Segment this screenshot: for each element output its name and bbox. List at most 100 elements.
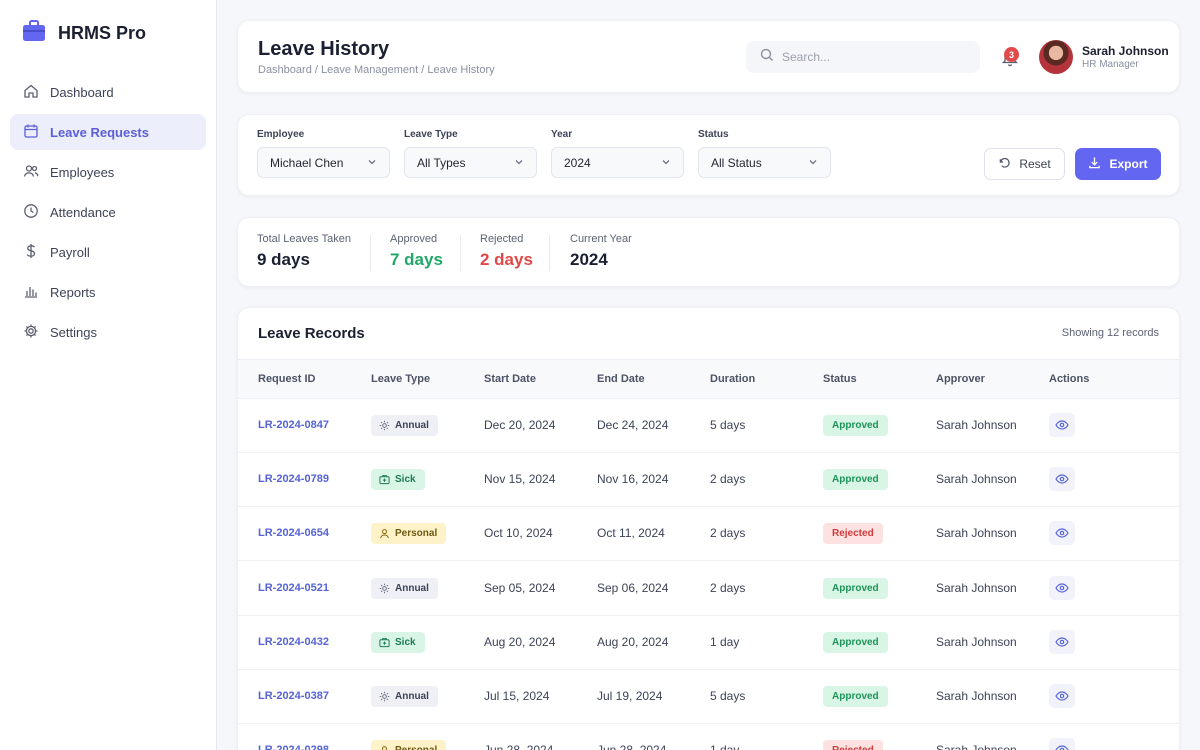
year-select[interactable]: 2024 bbox=[551, 147, 684, 178]
search-bar[interactable] bbox=[746, 41, 980, 73]
view-button[interactable] bbox=[1049, 575, 1075, 600]
view-button[interactable] bbox=[1049, 413, 1075, 437]
column-header[interactable]: Request ID bbox=[258, 373, 316, 385]
filter-bar: Employee Michael Chen Leave Type All Typ… bbox=[237, 114, 1180, 196]
request-id-link[interactable]: LR-2024-0789 bbox=[258, 473, 329, 486]
user-icon bbox=[379, 745, 390, 750]
column-header[interactable]: Leave Type bbox=[371, 373, 431, 385]
approver: Sarah Johnson bbox=[936, 472, 1017, 487]
view-button[interactable] bbox=[1049, 629, 1075, 654]
column-header[interactable]: Status bbox=[823, 373, 857, 385]
briefcase-icon bbox=[22, 20, 46, 47]
stat-rejected: Rejected 2 days bbox=[480, 233, 533, 270]
table-row: LR-2024-0847 Annual Dec 20, 2024 Dec 24, 20… bbox=[238, 399, 1179, 453]
status-select[interactable]: All Status bbox=[698, 147, 831, 178]
leave-type-badge: Annual bbox=[371, 577, 438, 599]
stat-value: 7 days bbox=[390, 250, 443, 269]
section-title: Leave Records bbox=[258, 325, 365, 342]
column-header[interactable]: Start Date bbox=[484, 373, 536, 385]
approver: Sarah Johnson bbox=[936, 743, 1017, 750]
duration: 1 day bbox=[710, 634, 740, 649]
end-date: Dec 24, 2024 bbox=[597, 418, 669, 432]
request-id-link[interactable]: LR-2024-0847 bbox=[258, 419, 329, 431]
table-header: Request ID Leave Type Start Date End Dat… bbox=[238, 359, 1179, 399]
request-id-link[interactable]: LR-2024-0521 bbox=[258, 581, 329, 594]
end-date: Oct 11, 2024 bbox=[597, 526, 665, 541]
breadcrumb[interactable]: Dashboard / Leave Management / Leave His… bbox=[258, 64, 495, 76]
approver: Sarah Johnson bbox=[936, 689, 1017, 703]
sidebar-item-employees[interactable]: Employees bbox=[10, 154, 206, 190]
search-input[interactable] bbox=[782, 50, 962, 64]
status-badge: Approved bbox=[823, 469, 888, 491]
year-filter: Year 2024 bbox=[551, 129, 684, 178]
sidebar-item-label: Leave Requests bbox=[50, 124, 149, 140]
request-id-link[interactable]: LR-2024-0298 bbox=[258, 744, 329, 750]
stat-value: 2 days bbox=[480, 250, 533, 269]
sidebar-item-settings[interactable]: Settings bbox=[10, 314, 206, 350]
sidebar-item-label: Reports bbox=[50, 284, 96, 300]
sidebar-item-leave-requests[interactable]: Leave Requests bbox=[10, 114, 206, 150]
sidebar-item-label: Settings bbox=[50, 324, 97, 340]
select-value: All Status bbox=[711, 155, 762, 170]
table-row: LR-2024-0298 Personal Jun 28, 2024 Jun 28, … bbox=[238, 724, 1179, 750]
status-badge: Rejected bbox=[823, 740, 883, 750]
sun-icon bbox=[379, 420, 390, 431]
chevron-down-icon bbox=[514, 156, 524, 170]
leave-type-badge: Sick bbox=[371, 631, 425, 653]
search-icon bbox=[760, 48, 774, 67]
view-button[interactable] bbox=[1049, 467, 1075, 492]
column-header[interactable]: End Date bbox=[597, 373, 645, 385]
status-filter: Status All Status bbox=[698, 129, 831, 178]
sidebar-nav: Dashboard Leave Requests Employees Atten… bbox=[10, 74, 206, 354]
request-id-link[interactable]: LR-2024-0654 bbox=[258, 527, 329, 540]
column-header[interactable]: Approver bbox=[936, 373, 985, 385]
sidebar-item-payroll[interactable]: Payroll bbox=[10, 234, 206, 270]
sidebar-item-dashboard[interactable]: Dashboard bbox=[10, 74, 206, 110]
leave-type-badge: Personal bbox=[371, 523, 447, 545]
eye-icon bbox=[1055, 689, 1069, 703]
eye-icon bbox=[1055, 472, 1069, 486]
request-id-link[interactable]: LR-2024-0432 bbox=[258, 635, 329, 648]
select-value: All Types bbox=[417, 155, 466, 170]
end-date: Jun 28, 2024 bbox=[597, 743, 666, 750]
status-badge: Approved bbox=[823, 415, 888, 436]
clock-icon bbox=[23, 203, 39, 222]
chevron-down-icon bbox=[367, 156, 377, 170]
view-button[interactable] bbox=[1049, 521, 1075, 546]
approver: Sarah Johnson bbox=[936, 634, 1017, 649]
calendar-icon bbox=[23, 123, 39, 142]
user-icon bbox=[379, 528, 390, 539]
avatar[interactable] bbox=[1039, 40, 1073, 74]
select-value: Michael Chen bbox=[270, 155, 344, 170]
home-icon bbox=[23, 83, 39, 102]
sun-icon bbox=[379, 691, 390, 702]
stat-label: Rejected bbox=[480, 233, 524, 245]
stat-label: Total Leaves Taken bbox=[257, 233, 351, 245]
filter-label: Employee bbox=[257, 129, 305, 140]
column-header[interactable]: Actions bbox=[1049, 373, 1090, 385]
end-date: Nov 16, 2024 bbox=[597, 472, 669, 487]
filter-label: Status bbox=[698, 129, 729, 140]
sidebar-item-attendance[interactable]: Attendance bbox=[10, 194, 206, 230]
page-header: Leave History Dashboard / Leave Manageme… bbox=[237, 20, 1180, 93]
leave-type-select[interactable]: All Types bbox=[404, 147, 537, 178]
reset-label: Reset bbox=[1019, 157, 1051, 171]
sidebar: HRMS Pro Dashboard Leave Requests Employ… bbox=[0, 0, 217, 750]
reset-icon bbox=[998, 156, 1011, 172]
table-row: LR-2024-0521 Annual Sep 05, 2024 Sep 06, 20… bbox=[238, 562, 1179, 616]
column-header[interactable]: Duration bbox=[710, 373, 756, 385]
eye-icon bbox=[1055, 418, 1069, 432]
view-button[interactable] bbox=[1049, 738, 1075, 750]
reset-button[interactable]: Reset bbox=[984, 148, 1065, 180]
notification-badge: 3 bbox=[1004, 47, 1019, 62]
user-name: Sarah Johnson bbox=[1082, 44, 1169, 58]
start-date: Dec 20, 2024 bbox=[484, 418, 556, 432]
view-button[interactable] bbox=[1049, 684, 1075, 708]
leave-summary: Total Leaves Taken 9 days Approved 7 day… bbox=[237, 217, 1180, 287]
sidebar-item-reports[interactable]: Reports bbox=[10, 274, 206, 310]
employee-select[interactable]: Michael Chen bbox=[257, 147, 390, 178]
request-id-link[interactable]: LR-2024-0387 bbox=[258, 690, 329, 702]
brand[interactable]: HRMS Pro bbox=[22, 20, 146, 47]
leave-type-label: Annual bbox=[395, 420, 429, 431]
export-button[interactable]: Export bbox=[1075, 148, 1161, 180]
